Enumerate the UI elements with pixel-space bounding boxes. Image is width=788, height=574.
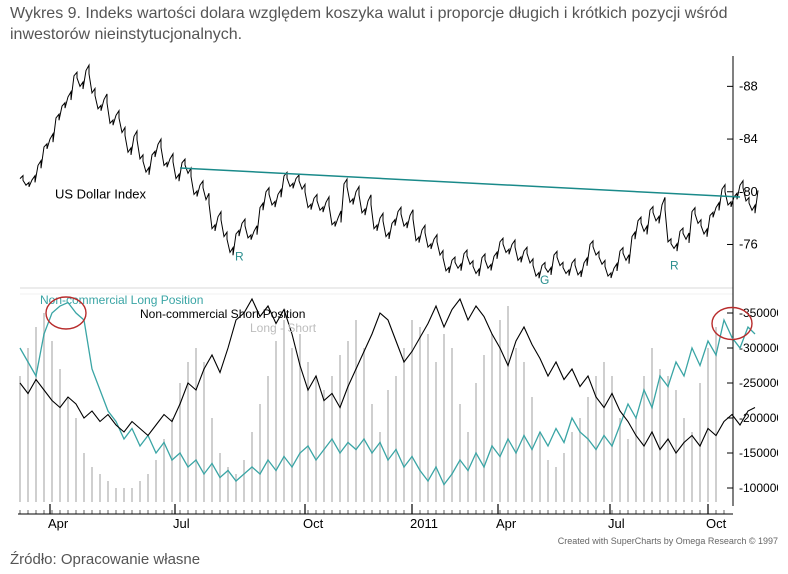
chart-svg: Apr Jul Oct 2011 Apr Jul Oct -76 -80 -84 -88 US Dol… [10,52,778,532]
chart-credit: Created with SuperCharts by Omega Resear… [558,536,778,546]
chart-title: Wykres 9. Indeks wartości dolara względe… [10,4,778,46]
chart-source: Źródło: Opracowanie własne [10,551,200,568]
svg-text:-300000: -300000 [739,341,778,355]
svg-text:Non-commercial Long Position: Non-commercial Long Position [40,293,203,307]
svg-text:Long - Short: Long - Short [250,321,317,335]
svg-text:Oct: Oct [303,516,324,531]
svg-text:R: R [670,259,679,273]
svg-text:Jul: Jul [608,516,625,531]
svg-text:-200000: -200000 [739,411,778,425]
svg-text:-88: -88 [739,78,758,93]
svg-text:-100000: -100000 [739,481,778,495]
svg-text:-76: -76 [739,236,758,251]
svg-text:Oct: Oct [706,516,727,531]
svg-text:-84: -84 [739,131,758,146]
svg-text:-250000: -250000 [739,376,778,390]
svg-text:-350000: -350000 [739,306,778,320]
svg-text:Non-commercial Short Position: Non-commercial Short Position [140,307,305,321]
svg-text:-80: -80 [739,184,758,199]
svg-text:US Dollar Index: US Dollar Index [55,186,147,201]
svg-text:R: R [235,249,244,263]
svg-text:Apr: Apr [48,516,69,531]
chart-area: Apr Jul Oct 2011 Apr Jul Oct -76 -80 -84 -88 US Dol… [10,52,778,532]
svg-text:-150000: -150000 [739,446,778,460]
svg-text:Apr: Apr [496,516,517,531]
svg-text:Jul: Jul [173,516,190,531]
svg-text:2011: 2011 [410,516,438,531]
svg-text:G: G [540,273,549,287]
